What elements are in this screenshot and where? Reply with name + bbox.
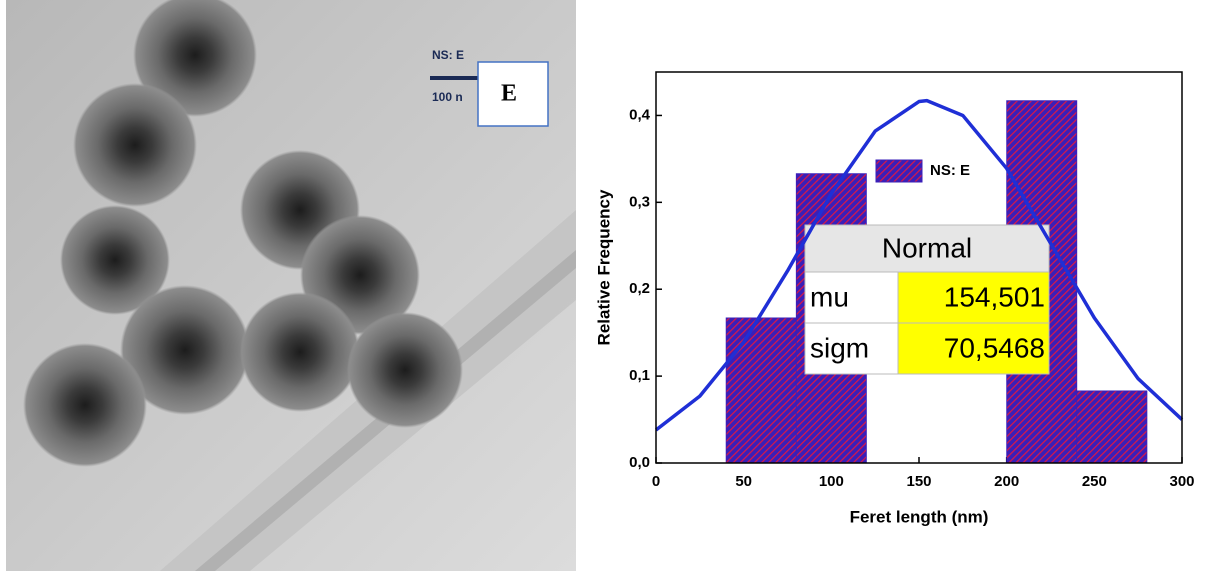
chart: 0,0 0,1 0,2 0,3 0,4 0 50 100 150 200 250 300 NS: E No…: [594, 71, 1195, 526]
tem-image: NS: E 100 n E: [6, 0, 576, 571]
nanoparticles: [23, 0, 463, 467]
table-header: [804, 224, 1050, 273]
table-value-cell: [897, 322, 1050, 375]
legend-swatch: [875, 159, 923, 183]
x-tick-label: 300: [1169, 473, 1194, 490]
y-tick-label: 0,1: [629, 367, 650, 384]
x-tick-label: 200: [994, 473, 1019, 490]
x-tick-label: 0: [652, 473, 660, 490]
x-tick-label: 100: [819, 473, 844, 490]
table-param: sigm: [810, 332, 869, 363]
x-tick-label: 50: [735, 473, 752, 490]
table-param: mu: [810, 281, 849, 312]
panel-box: [477, 61, 549, 127]
fit-curve: [654, 98, 1184, 432]
y-axis-label: Relative Frequency: [594, 189, 613, 345]
y-tick-label: 0,0: [629, 454, 650, 471]
y-tick-label: 0,3: [629, 193, 650, 210]
histogram-bar: [725, 317, 797, 464]
plot-frame: [655, 71, 1183, 464]
x-tick-label: 250: [1082, 473, 1107, 490]
table-title: Normal: [882, 232, 972, 263]
x-axis-label: Feret length (nm): [850, 507, 989, 526]
histogram-bar: [1076, 390, 1148, 464]
table-value: 154,501: [944, 281, 1045, 312]
table-name-cell: [804, 271, 899, 324]
legend-label: NS: E: [930, 162, 970, 179]
table-value-cell: [897, 271, 1050, 324]
x-tick-label: 150: [906, 473, 931, 490]
y-tick-label: 0,4: [629, 106, 651, 123]
table-value: 70,5468: [944, 332, 1045, 363]
table-name-cell: [804, 322, 899, 375]
y-tick-label: 0,2: [629, 280, 650, 297]
panel-label: E: [501, 81, 517, 107]
image-label: NS: E: [432, 48, 464, 62]
scale-bar-label: 100 n: [432, 90, 463, 104]
